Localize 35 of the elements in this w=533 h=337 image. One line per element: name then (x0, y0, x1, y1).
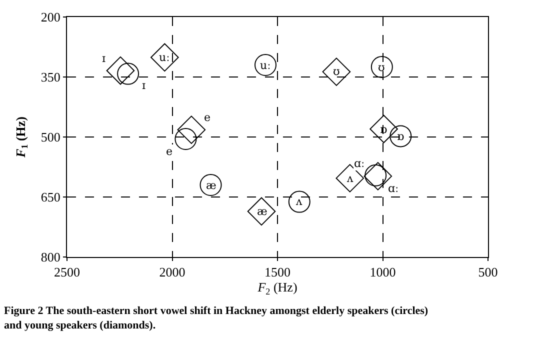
data-label: ʌ (346, 172, 354, 185)
data-label: ʊ (333, 65, 340, 78)
x-tick-label: 1000 (370, 264, 396, 280)
point (106, 56, 135, 85)
data-label: ɑː (354, 157, 365, 170)
x-tick-label: 1500 (264, 264, 290, 280)
point (370, 56, 393, 78)
x-tick-label: 2000 (159, 264, 186, 280)
point (150, 43, 179, 72)
data-label: ɑː (388, 182, 399, 195)
point (177, 116, 206, 144)
data-label: uː (260, 59, 271, 72)
data-label: uː (159, 51, 170, 64)
point (322, 58, 351, 86)
x-tick-label: 500 (478, 264, 498, 280)
data-label: ɪ (142, 79, 146, 92)
data-label: æ (257, 205, 268, 218)
data-label: e (204, 111, 211, 124)
point (247, 197, 276, 226)
data-label: ʊ (378, 61, 385, 74)
x-tick-label: 2500 (54, 264, 80, 280)
data-label: ʌ (295, 195, 303, 208)
text: Figure 2 The south-eastern short vowel shift in Hackney amongst elderly speakers (circles) and young speakers (diamonds). (4, 305, 428, 332)
data-label: ɪ (102, 52, 106, 65)
point (390, 125, 412, 148)
point (370, 114, 398, 144)
y-tick-label: 350 (40, 70, 60, 85)
point (288, 190, 310, 213)
y-tick-label: 500 (40, 130, 60, 145)
data-label: e (166, 145, 173, 158)
y-tick-label: 650 (40, 190, 60, 205)
y-tick-label: 800 (40, 250, 60, 265)
x-axis-title: F$_{2}$ (Hz) (256, 280, 298, 296)
data-label: æ (206, 179, 216, 192)
y-tick-label: 200 (40, 10, 60, 25)
